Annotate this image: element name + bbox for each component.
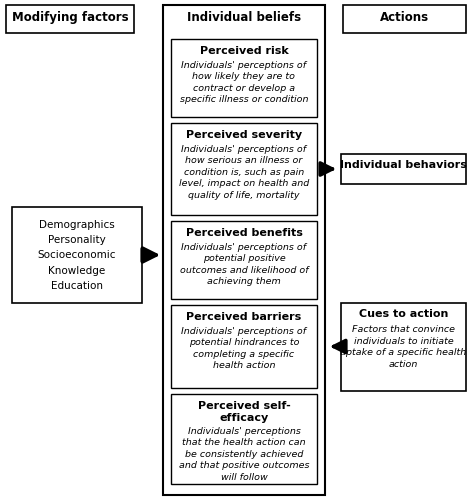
Text: Cues to action: Cues to action <box>359 309 448 319</box>
Bar <box>343 6 466 34</box>
Bar <box>341 155 466 185</box>
Text: Perceived risk: Perceived risk <box>200 46 288 56</box>
Bar <box>6 6 134 34</box>
Bar <box>171 394 317 484</box>
FancyArrowPatch shape <box>142 249 155 262</box>
Text: Individual beliefs: Individual beliefs <box>187 11 301 24</box>
FancyArrowPatch shape <box>334 341 346 353</box>
Bar <box>341 303 466 391</box>
Text: Individuals' perceptions
that the health action can
be consistently achieved
and: Individuals' perceptions that the health… <box>179 426 309 481</box>
Text: Individuals' perceptions of
potential hindrances to
completing a specific
health: Individuals' perceptions of potential hi… <box>182 326 307 370</box>
Text: Perceived benefits: Perceived benefits <box>185 227 302 237</box>
Bar <box>171 40 317 118</box>
Text: Individual behaviors: Individual behaviors <box>340 160 467 170</box>
Text: Demographics
Personality
Socioeconomic
Knowledge
Education: Demographics Personality Socioeconomic K… <box>38 219 116 290</box>
FancyArrowPatch shape <box>320 163 332 176</box>
Text: Perceived self-
efficacy: Perceived self- efficacy <box>198 400 291 422</box>
Text: Factors that convince
individuals to initiate
uptake of a specific health
action: Factors that convince individuals to ini… <box>340 325 466 368</box>
Text: Actions: Actions <box>380 11 429 24</box>
Text: Perceived barriers: Perceived barriers <box>186 312 301 321</box>
Bar <box>171 306 317 388</box>
Text: Individuals' perceptions of
potential positive
outcomes and likelihood of
achiev: Individuals' perceptions of potential po… <box>180 242 308 286</box>
Bar <box>171 124 317 215</box>
Text: Individuals' perceptions of
how serious an illness or
condition is, such as pain: Individuals' perceptions of how serious … <box>179 145 309 199</box>
Bar <box>163 6 325 495</box>
Text: Perceived severity: Perceived severity <box>186 130 302 140</box>
Text: Individuals' perceptions of
how likely they are to
contract or develop a
specifi: Individuals' perceptions of how likely t… <box>180 61 308 104</box>
Bar <box>12 207 142 304</box>
Bar <box>171 221 317 300</box>
Text: Modifying factors: Modifying factors <box>12 11 128 24</box>
